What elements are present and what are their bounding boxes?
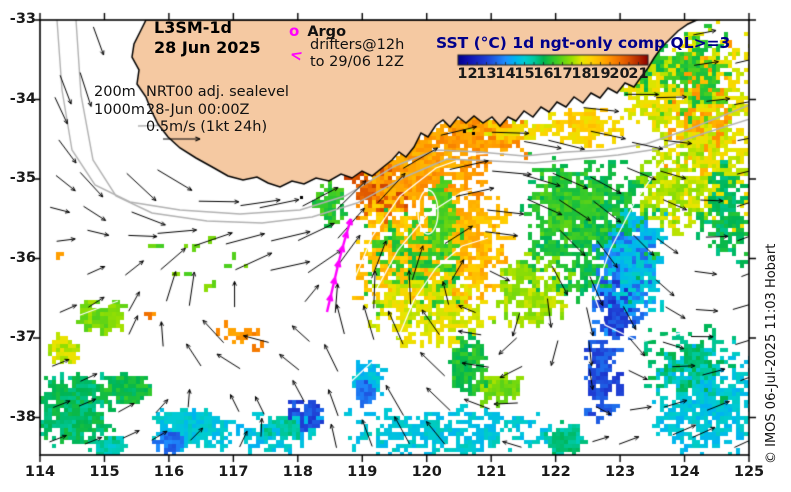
drifter-arrow-marker-icon: <: [288, 44, 305, 66]
y-tick-label: -33: [9, 11, 36, 27]
map-info-text: 0.5m/s (1kt 24h): [146, 119, 268, 135]
colorbar-tick-label: 16: [533, 66, 554, 82]
colorbar-tick-label: 14: [495, 66, 516, 82]
y-tick-label: -35: [9, 170, 36, 186]
colorbar-tick-label: 12: [457, 66, 478, 82]
colorbar-tick-label: 13: [476, 66, 497, 82]
colorbar-tick-label: 21: [628, 66, 649, 82]
product-title-line2: 28 Jun 2025: [154, 38, 261, 57]
x-tick-label: 125: [733, 464, 765, 480]
y-tick-label: -38: [9, 408, 36, 425]
x-tick-label: 121: [476, 464, 507, 480]
contour-depth-label: 200m: [94, 84, 136, 100]
map-info-row: 0.5m/s (1kt 24h): [94, 119, 267, 135]
colorbar-tick-label: 17: [552, 66, 573, 82]
copyright-credit: © IMOS 06-Jul-2025 11:03 Hobart: [764, 243, 779, 464]
colorbar-tick-label: 19: [590, 66, 611, 82]
colorbar-tick-label: 20: [609, 66, 630, 82]
colorbar-title: SST (°C) 1d ngt-only comp QL>=3: [436, 34, 731, 52]
x-tick-label: 122: [540, 464, 571, 480]
argo-circle-marker-icon: o: [289, 22, 300, 40]
map-info-row: 1000m28-Jun 00:00Z: [94, 102, 249, 118]
x-tick-label: 120: [411, 464, 442, 480]
map-info-row: 200m NRT00 adj. sealevel: [94, 84, 289, 100]
x-tick-label: 115: [89, 464, 120, 480]
map-info-text: 28-Jun 00:00Z: [146, 101, 250, 118]
colorbar-tick-label: 15: [514, 66, 535, 82]
map-info-text: NRT00 adj. sealevel: [146, 84, 289, 100]
argo-drifters-line: drifters@12h: [310, 37, 405, 53]
y-tick-label: -34: [9, 90, 36, 107]
argo-valid-line: to 29/06 12Z: [310, 54, 404, 70]
contour-depth-label: 1000m: [94, 101, 146, 118]
y-tick-label: -36: [9, 249, 36, 266]
colorbar-tick-label: 18: [571, 66, 592, 82]
x-tick-label: 123: [604, 464, 636, 480]
x-tick-label: 116: [153, 464, 185, 480]
x-tick-label: 114: [24, 464, 56, 480]
product-title-line1: L3SM-1d: [154, 18, 232, 37]
argo-label: Argo: [307, 24, 347, 40]
product-title: L3SM-1d 28 Jun 2025: [154, 18, 261, 58]
x-tick-label: 119: [347, 464, 378, 480]
argo-legend: o Argo drifters@12h to 29/06 12Z <: [288, 22, 405, 70]
y-tick-label: -37: [9, 329, 36, 345]
x-tick-label: 124: [669, 464, 700, 480]
x-tick-label: 118: [282, 464, 313, 480]
x-tick-label: 117: [218, 464, 249, 480]
